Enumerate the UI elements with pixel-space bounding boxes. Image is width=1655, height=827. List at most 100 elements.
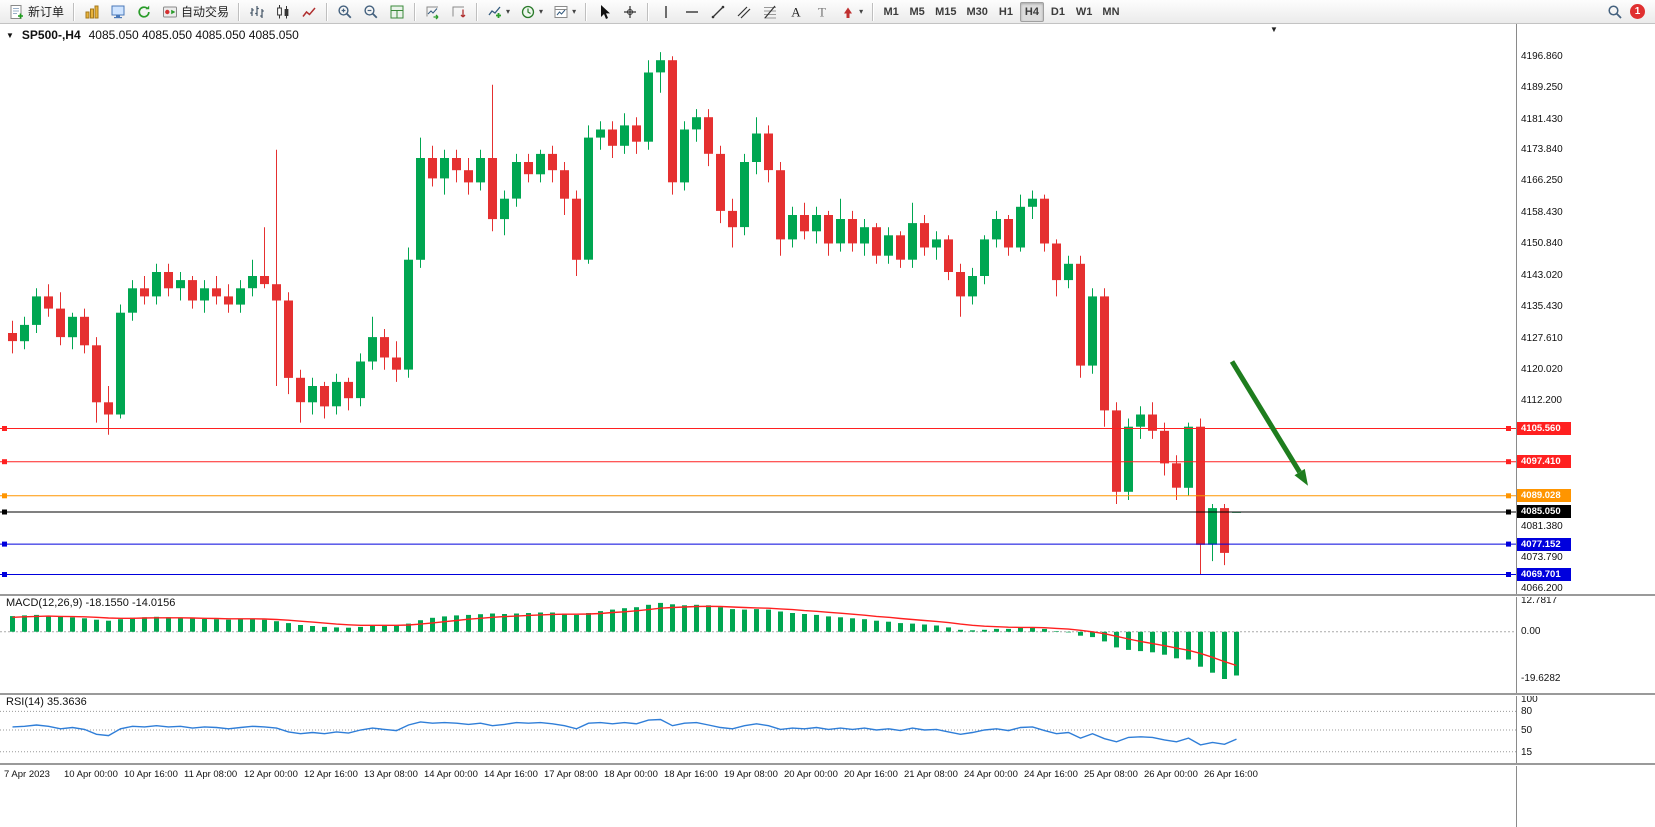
crosshair-button[interactable]: [618, 2, 642, 22]
rsi-line: [12, 718, 1237, 746]
rsi-axis-tick: 50: [1521, 725, 1533, 736]
timeframe-m1-button[interactable]: M1: [879, 2, 903, 22]
panel-splitter[interactable]: [0, 693, 1655, 696]
timeframe-w1-button[interactable]: W1: [1072, 2, 1097, 22]
timeframe-m30-button[interactable]: M30: [963, 2, 992, 22]
cursor-button[interactable]: [592, 2, 616, 22]
horizontal-line-button[interactable]: [680, 2, 704, 22]
time-axis-label: 12 Apr 00:00: [244, 769, 298, 780]
timeframe-h4-button[interactable]: H4: [1019, 1, 1044, 22]
candlesticks: [8, 52, 1241, 575]
rsi-canvas[interactable]: [0, 695, 1516, 763]
auto-scroll-button[interactable]: [421, 2, 445, 22]
price-axis-tick: 4120.020: [1521, 364, 1563, 375]
price-level-label: 4105.560: [1517, 422, 1571, 435]
time-axis-label: 24 Apr 16:00: [1024, 769, 1078, 780]
horizontal-line-objects[interactable]: [0, 426, 1516, 577]
indicators-button[interactable]: ▾: [483, 2, 514, 22]
templates-button[interactable]: ▾: [549, 2, 580, 22]
chart-title: ▼ SP500-,H4 4085.050 4085.050 4085.050 4…: [6, 28, 299, 42]
new-order-icon: [9, 4, 25, 20]
timeframe-mn-button[interactable]: MN: [1098, 2, 1123, 22]
search-icon[interactable]: [1607, 4, 1623, 20]
price-level-label: 4097.410: [1517, 455, 1571, 468]
toolbar: 新订单 自动交易 ▾ ▾ ▾ A T ▾ M1 M5 M15 M30 H1 H4 D1 W1 MN 1: [0, 0, 1655, 24]
price-level-label: 4089.028: [1517, 489, 1571, 502]
macd-params-label: MACD(12,26,9): [6, 597, 83, 609]
chart-menu-triangle-icon[interactable]: ▼: [6, 30, 14, 40]
chart-shift-marker-icon[interactable]: ▼: [1270, 25, 1278, 34]
price-axis-tick: 4081.380: [1521, 521, 1563, 532]
toolbar-groups: 新订单 自动交易 ▾ ▾ ▾ A T ▾: [4, 2, 868, 22]
time-axis-label: 24 Apr 00:00: [964, 769, 1018, 780]
macd-axis-tick: -19.6282: [1521, 673, 1561, 684]
fibonacci-button[interactable]: [758, 2, 782, 22]
equidistant-channel-button[interactable]: [732, 2, 756, 22]
market-watch-icon: [84, 4, 100, 20]
trendline-button[interactable]: [706, 2, 730, 22]
macd-histogram: [10, 602, 1239, 679]
price-level-label: 4077.152: [1517, 538, 1571, 551]
main-chart-canvas[interactable]: [0, 24, 1516, 594]
time-axis-label: 13 Apr 08:00: [364, 769, 418, 780]
zoom-out-icon: [363, 4, 379, 20]
tile-windows-button[interactable]: [385, 2, 409, 22]
autotrading-button[interactable]: 自动交易: [158, 2, 233, 22]
toolbar-separator: [238, 2, 241, 21]
price-axis-tick: 4166.250: [1521, 175, 1563, 186]
dropdown-caret-icon: ▾: [859, 6, 864, 16]
periods-button[interactable]: ▾: [516, 2, 547, 22]
refresh-icon: [136, 4, 152, 20]
dropdown-caret-icon: ▾: [539, 6, 544, 16]
profiles-button[interactable]: [106, 2, 130, 22]
price-axis-tick: 4066.200: [1521, 583, 1563, 594]
current-price-label: 4085.050: [1517, 505, 1571, 518]
fibo-icon: [762, 4, 778, 20]
rsi-value: 35.3636: [46, 696, 87, 708]
timeframe-h1-button[interactable]: H1: [994, 2, 1018, 22]
price-axis-tick: 4181.430: [1521, 114, 1563, 125]
time-axis-label: 20 Apr 16:00: [844, 769, 898, 780]
trend-arrow-annotation[interactable]: [1229, 360, 1308, 486]
tile-windows-icon: [389, 4, 405, 20]
templates-icon: [553, 4, 569, 20]
time-axis-label: 17 Apr 08:00: [544, 769, 598, 780]
notification-badge[interactable]: 1: [1630, 4, 1645, 19]
timeframe-m5-button[interactable]: M5: [905, 2, 929, 22]
timeframe-m15-button[interactable]: M15: [931, 2, 960, 22]
chart-shift-button[interactable]: [447, 2, 471, 22]
time-axis-label: 20 Apr 00:00: [784, 769, 838, 780]
toolbar-separator: [647, 2, 650, 21]
timeframe-d1-button[interactable]: D1: [1046, 2, 1070, 22]
macd-canvas[interactable]: [0, 596, 1516, 693]
text-icon: A: [788, 4, 804, 20]
price-axis-tick: 4135.430: [1521, 301, 1563, 312]
bar-chart-icon: [249, 4, 265, 20]
refresh-button[interactable]: [132, 2, 156, 22]
time-axis-label: 18 Apr 16:00: [664, 769, 718, 780]
vline-icon: [658, 4, 674, 20]
candlestick-chart-button[interactable]: [271, 2, 295, 22]
price-axis-tick: 4173.840: [1521, 144, 1563, 155]
market-watch-button[interactable]: [80, 2, 104, 22]
toolbar-separator: [326, 2, 329, 21]
line-chart-button[interactable]: [297, 2, 321, 22]
price-axis-tick: 4150.840: [1521, 238, 1563, 249]
time-axis-label: 14 Apr 00:00: [424, 769, 478, 780]
time-axis-label: 25 Apr 08:00: [1084, 769, 1138, 780]
text-label-button[interactable]: T: [810, 2, 834, 22]
text-button[interactable]: A: [784, 2, 808, 22]
zoom-in-icon: [337, 4, 353, 20]
time-axis[interactable]: 7 Apr 2023 10 Apr 00:00 10 Apr 16:00 11 Apr…: [0, 765, 1516, 785]
price-axis-tick: 4127.610: [1521, 333, 1563, 344]
bar-chart-button[interactable]: [245, 2, 269, 22]
zoom-out-button[interactable]: [359, 2, 383, 22]
arrows-button[interactable]: ▾: [836, 2, 867, 22]
macd-axis-tick: 12.7817: [1521, 595, 1558, 606]
zoom-in-button[interactable]: [333, 2, 357, 22]
panel-splitter[interactable]: [0, 594, 1655, 597]
chart-shift-icon: [451, 4, 467, 20]
vertical-line-button[interactable]: [654, 2, 678, 22]
new-order-button[interactable]: 新订单: [5, 2, 68, 22]
